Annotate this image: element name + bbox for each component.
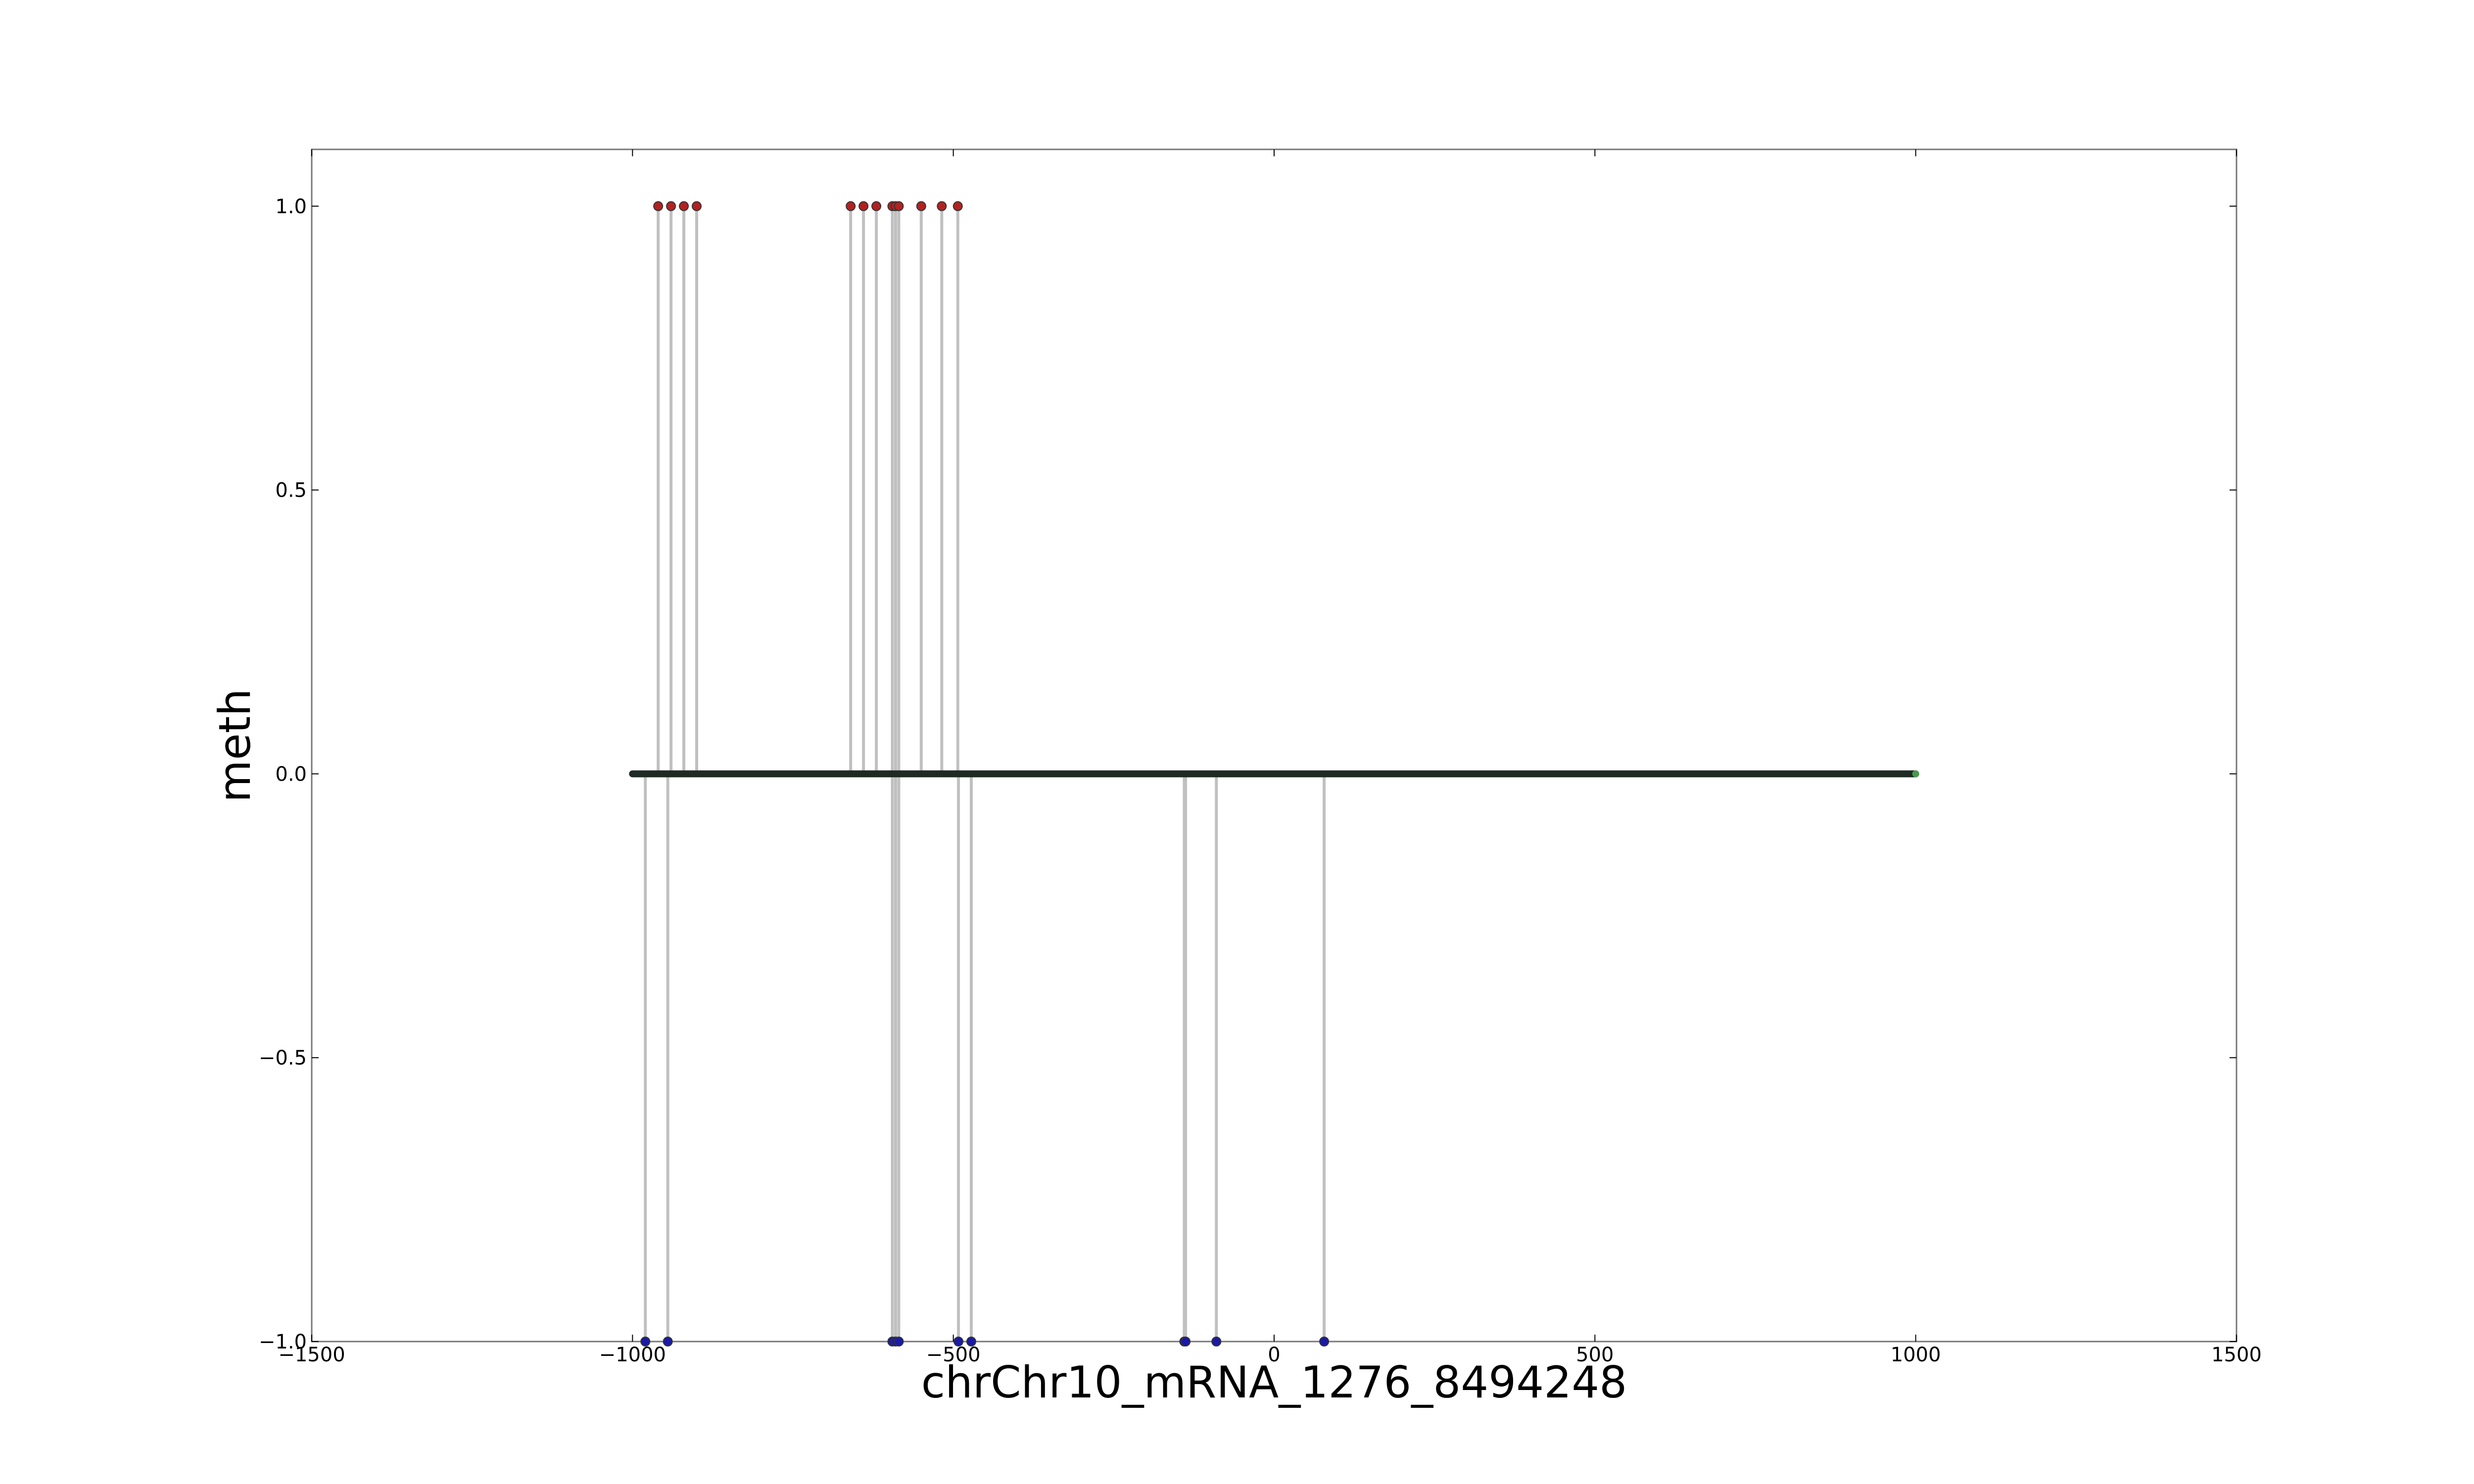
data-point [937,201,947,211]
data-point [894,201,904,211]
plot-frame [311,148,2237,1343]
x-tick-label: −1500 [278,1344,345,1366]
x-tick-label: −500 [926,1344,981,1366]
data-point [692,201,702,211]
data-point [1181,1337,1191,1346]
data-point [858,201,869,211]
x-tick-label: 500 [1576,1344,1614,1366]
x-tick-label: 1000 [1891,1344,1941,1366]
data-point [916,201,926,211]
y-tick-label: 0.0 [275,763,307,786]
data-point [1211,1337,1222,1346]
data-point [1319,1337,1330,1346]
x-tick-label: −1000 [599,1344,666,1366]
data-point [846,201,856,211]
data-point [663,1337,673,1346]
y-tick-label: 0.5 [275,479,307,502]
data-point [953,1337,964,1346]
y-tick-label: −1.0 [259,1331,307,1353]
baseline-end-marker [1912,770,1919,778]
x-axis-label: chrChr10_mRNA_1276_8494248 [921,1357,1627,1408]
x-tick-label: 0 [1268,1344,1280,1366]
data-points [640,201,1330,1346]
data-point [679,201,689,211]
data-point [640,1337,651,1346]
x-tick-label: 1500 [2211,1344,2262,1366]
y-tick-label: −0.5 [259,1047,307,1069]
baseline [629,770,1919,778]
data-point [653,201,664,211]
data-point [871,201,882,211]
data-point [966,1337,976,1346]
data-point [666,201,676,211]
y-axis-label: meth [209,689,260,802]
axis-ticks: −1500 −1000 −500 0 500 1000 1500 −1.0 −0.5 0.0 0.5… [259,149,2262,1366]
y-tick-label: 1.0 [275,195,307,218]
stem-lines [644,206,1326,1342]
data-point [894,1337,904,1346]
data-point [952,201,963,211]
